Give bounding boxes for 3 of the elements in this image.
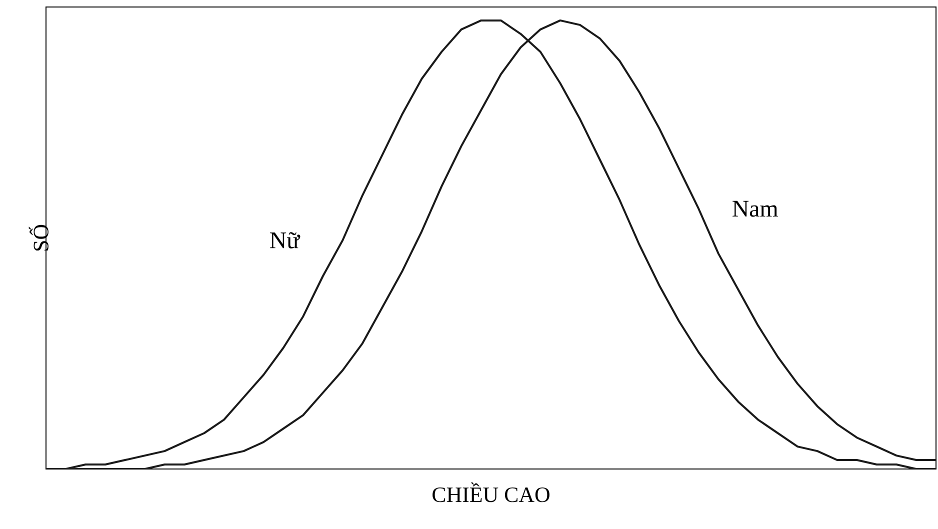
x-axis-title: CHIỀU CAO <box>432 482 550 502</box>
series-label: Nữ <box>270 232 300 248</box>
series-label: Nam <box>732 200 778 217</box>
